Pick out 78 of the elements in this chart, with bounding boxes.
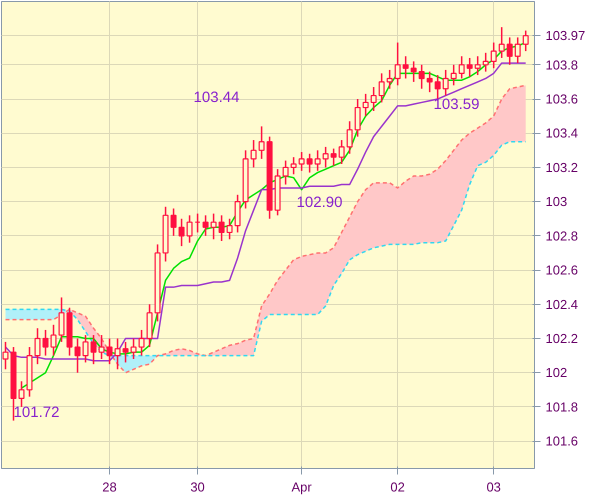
y-tick-label: 102.8: [546, 228, 578, 244]
candlestick: [490, 42, 497, 69]
candlestick: [82, 334, 89, 364]
candlestick: [114, 338, 121, 370]
candlestick: [330, 148, 337, 166]
candlestick: [234, 194, 241, 234]
candlestick: [74, 338, 81, 374]
candlestick: [506, 36, 513, 66]
candlestick: [378, 72, 385, 104]
candlestick: [98, 334, 105, 360]
candlestick: [370, 86, 377, 112]
annotation: 103.59: [434, 96, 480, 113]
x-tick-label: 02: [390, 480, 405, 494]
y-tick-label: 101.6: [546, 434, 578, 449]
x-tick-label: 28: [102, 480, 117, 494]
candlestick: [410, 60, 417, 83]
candlestick: [226, 218, 233, 240]
candlestick: [482, 52, 489, 72]
line-series: [4, 141, 526, 356]
candlestick: [178, 218, 185, 247]
candlestick: [282, 160, 289, 186]
candlestick: [170, 208, 177, 237]
candlestick: [34, 327, 41, 365]
candlestick: [202, 214, 209, 237]
candlestick: [218, 214, 225, 242]
candlestick: [314, 150, 321, 172]
candlestick: [402, 55, 409, 80]
candlestick: [498, 26, 505, 59]
candlestick: [450, 64, 457, 86]
candlestick: [394, 42, 401, 86]
y-tick-label: 103: [546, 194, 568, 210]
candlestick: [362, 93, 369, 117]
y-tick-label: 102.6: [546, 262, 578, 278]
candlestick: [322, 146, 329, 168]
candlestick: [250, 139, 257, 168]
candlestick: [346, 120, 353, 154]
candlestick: [474, 55, 481, 76]
y-tick-label: 103.6: [546, 92, 578, 107]
candlestick: [194, 212, 201, 234]
y-tick-label: 102.2: [546, 330, 578, 346]
candlestick: [442, 69, 449, 96]
y-tick-label: 102: [546, 365, 568, 380]
candlestick: [386, 69, 393, 90]
candlestick: [298, 151, 305, 172]
y-tick-label: 103.2: [546, 160, 578, 175]
x-tick-label: Apr: [292, 480, 312, 494]
candlestick: [258, 126, 265, 160]
candlestick: [50, 324, 57, 356]
y-tick-label: 103.97: [546, 28, 586, 44]
candlestick: [138, 329, 145, 356]
y-tick-label: 102.4: [546, 296, 578, 312]
candlestick: [42, 329, 49, 356]
candlestick: [106, 338, 113, 365]
annotation: 103.44: [194, 89, 240, 106]
candlestick: [210, 212, 217, 240]
candlestick: [122, 341, 129, 364]
candlestick: [58, 296, 65, 343]
annotation: 101.72: [14, 404, 60, 421]
y-tick-label: 103.4: [546, 126, 578, 141]
candlestick: [418, 64, 425, 90]
candlestick: [18, 380, 25, 408]
candlestick: [426, 70, 433, 93]
y-tick-label: 101.8: [546, 399, 578, 414]
annotation: 102.90: [296, 194, 342, 211]
y-tick-label: 103.8: [546, 57, 578, 72]
candlestick: [290, 156, 297, 176]
candlestick: [522, 30, 529, 52]
candlestick: [130, 338, 137, 360]
candlestick: [466, 57, 473, 78]
candlestick: [306, 152, 313, 174]
candlestick: [354, 98, 361, 138]
candlestick: [186, 214, 193, 244]
candlestick: [338, 139, 345, 165]
candlestick: [458, 55, 465, 80]
candlestick: [514, 36, 521, 64]
x-tick-label: 30: [190, 480, 205, 494]
x-tick-label: 03: [486, 480, 501, 494]
candlestick: [90, 334, 97, 365]
